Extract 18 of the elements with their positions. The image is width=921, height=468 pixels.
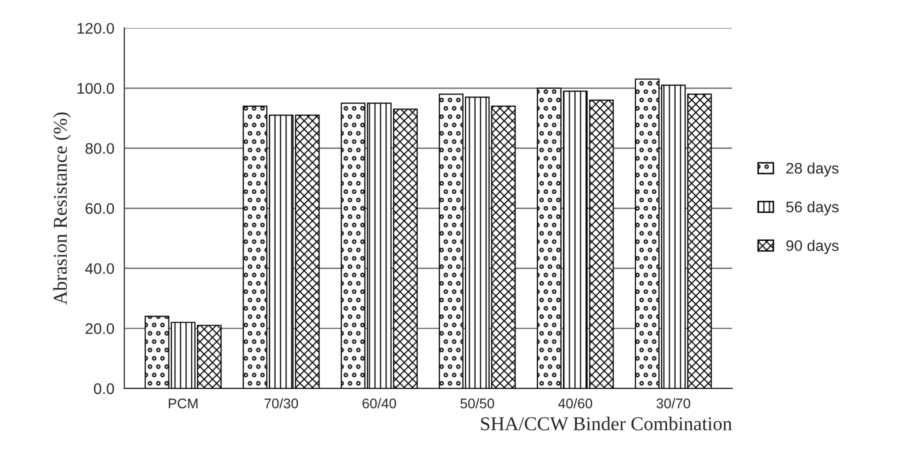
legend-label: 90 days bbox=[786, 240, 839, 254]
legend-label: 56 days bbox=[786, 201, 839, 216]
y-tick-label: 60.0 bbox=[86, 203, 114, 214]
y-tick-label: 100.0 bbox=[78, 83, 114, 94]
y-tick-label: 0.0 bbox=[94, 383, 114, 394]
y-tick-label: 20.0 bbox=[86, 323, 114, 334]
x-tick-label: 30/70 bbox=[656, 398, 690, 408]
x-axis-title: SHA/CCW Binder Combination bbox=[481, 416, 732, 430]
x-tick-label: 60/40 bbox=[362, 398, 396, 408]
y-tick-label: 40.0 bbox=[85, 263, 114, 274]
x-tick-label: 50/50 bbox=[460, 398, 494, 408]
x-tick-label: PCM bbox=[168, 398, 198, 408]
y-tick-label: 120.0 bbox=[78, 22, 114, 34]
x-tick-label: 70/30 bbox=[264, 398, 298, 408]
y-axis-title: Abrasion Resistance (%) bbox=[53, 112, 71, 305]
y-tick-label: 80.0 bbox=[86, 143, 114, 154]
legend-label: 28 days bbox=[786, 162, 839, 177]
x-tick-label: 40/60 bbox=[558, 398, 592, 408]
